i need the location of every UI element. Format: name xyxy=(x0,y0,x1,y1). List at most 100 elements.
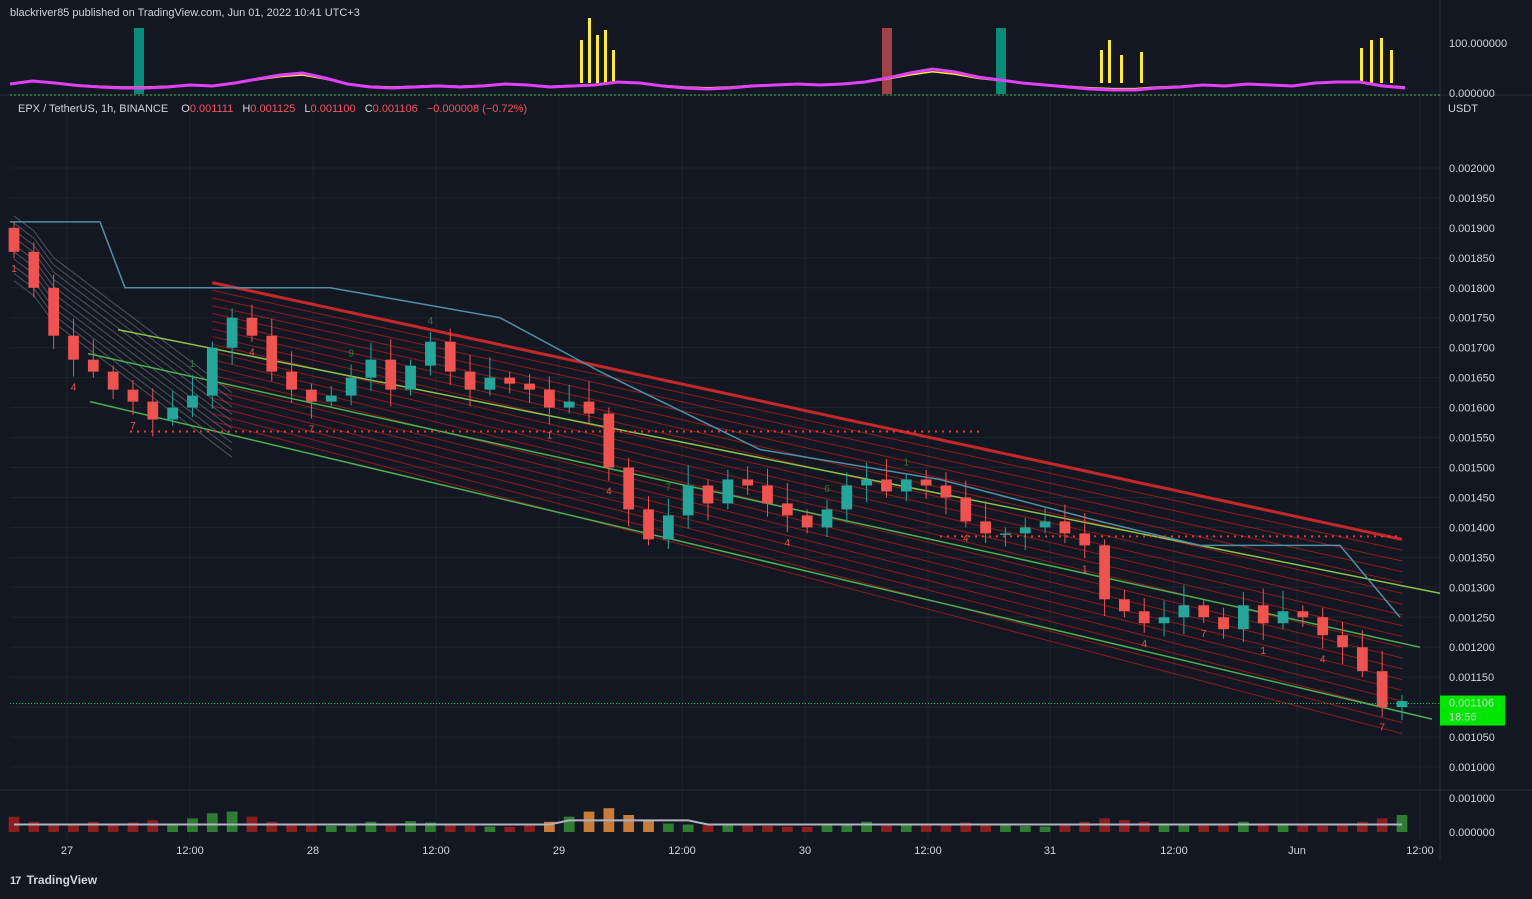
volume-bar xyxy=(662,823,674,832)
oscillator-spike-bar xyxy=(1140,52,1143,83)
volume-bar xyxy=(1138,821,1150,832)
price-tick-label: 0.001000 xyxy=(1449,762,1495,774)
ema-ribbon-line xyxy=(212,390,1403,691)
ema-ribbon-line xyxy=(212,405,1403,713)
ema-ribbon-line xyxy=(212,397,1403,702)
volume-bar xyxy=(48,825,60,832)
ema-ribbon-line xyxy=(212,420,1403,734)
oscillator-highlight-bar xyxy=(882,28,892,94)
ema-ribbon-line xyxy=(212,312,1403,583)
time-tick-label: 31 xyxy=(1044,845,1056,857)
oscillator-spike-bar xyxy=(596,35,599,83)
low-value: 0.001100 xyxy=(310,103,356,115)
oscillator-spike-bar xyxy=(1390,50,1393,83)
price-tick-label: 0.001400 xyxy=(1449,522,1495,534)
candle-body xyxy=(385,359,397,390)
candle-body xyxy=(1099,545,1110,600)
bar-countdown-label: 18:56 xyxy=(1449,712,1477,724)
open-label: O xyxy=(181,103,190,115)
ema-ribbon-line xyxy=(212,413,1403,724)
candle-body xyxy=(1257,605,1269,624)
oscillator-spike-bar xyxy=(1370,40,1373,83)
candle-body xyxy=(48,287,60,336)
gray-ribbon-line xyxy=(13,265,233,444)
oscillator-spike-bar xyxy=(580,40,583,83)
ohlc-legend: EPX / TetherUS, 1h, BINANCE O0.001111 H0… xyxy=(18,103,533,115)
volume-bar xyxy=(801,826,813,832)
chart-header: blackriver85 published on TradingView.co… xyxy=(0,0,1532,28)
oscillator-highlight-bar xyxy=(996,28,1006,94)
candle-body xyxy=(960,497,972,522)
gray-ribbon-line xyxy=(13,244,233,422)
volume-bar xyxy=(881,823,892,832)
sequential-count-label: 1 xyxy=(1260,646,1266,657)
oscillator-spike-bar xyxy=(612,50,615,83)
volume-bar xyxy=(1059,825,1071,832)
channel-line xyxy=(89,400,1433,720)
candle-body xyxy=(662,515,674,540)
volume-bar xyxy=(444,824,456,832)
price-tick-label: 0.001600 xyxy=(1449,403,1495,415)
sequential-count-label: 4 xyxy=(785,538,791,549)
candle-body xyxy=(306,389,317,402)
candle-body xyxy=(68,335,79,360)
candle-body xyxy=(643,509,654,540)
volume-bar xyxy=(702,825,714,832)
volume-bar xyxy=(484,826,496,832)
volume-bar xyxy=(87,821,99,832)
oscillator-spike-bar xyxy=(1380,38,1383,83)
oscillator-spike-bar xyxy=(1360,48,1363,83)
candle-body xyxy=(801,515,813,528)
candle-body xyxy=(1356,647,1368,672)
price-tick-label: 0.001300 xyxy=(1449,582,1495,594)
price-tick-label: 0.001850 xyxy=(1449,253,1495,265)
volume-bar xyxy=(1297,825,1309,832)
price-tick-label: 0.001200 xyxy=(1449,642,1495,654)
candle-body xyxy=(1277,611,1289,624)
candle-body xyxy=(563,401,575,408)
quote-currency-label: USDT xyxy=(1448,103,1478,115)
candle-body xyxy=(1178,605,1190,618)
volume-bar xyxy=(1337,823,1348,832)
candle-body xyxy=(266,335,278,372)
candle-body xyxy=(1376,671,1388,708)
candle-body xyxy=(405,365,416,390)
volume-bar xyxy=(1317,825,1329,832)
volume-bar xyxy=(1000,825,1011,832)
candle-body xyxy=(1218,617,1229,630)
volume-bar xyxy=(325,825,337,832)
volume-bar xyxy=(583,811,595,832)
channel-line xyxy=(87,352,1421,648)
sequential-count-label: 4 xyxy=(249,348,255,359)
time-tick-label: 30 xyxy=(799,845,811,857)
sequential-count-label: 7 xyxy=(1379,723,1385,734)
candle-body xyxy=(841,485,853,510)
volume-bar xyxy=(861,821,873,832)
candle-body xyxy=(504,377,516,384)
candle-body xyxy=(1000,533,1011,535)
oscillator-spike-bar xyxy=(588,18,591,83)
gray-ribbon-line xyxy=(13,215,233,393)
time-tick-label: 12:00 xyxy=(1406,845,1434,857)
candle-body xyxy=(940,485,952,498)
candle-body xyxy=(603,413,615,468)
candle-body xyxy=(425,341,436,366)
candle-body xyxy=(742,479,754,486)
volume-bar xyxy=(623,815,635,832)
volume-bar xyxy=(28,821,40,832)
tradingview-logo-icon: 17 xyxy=(10,875,21,887)
oscillator-spike-bar xyxy=(1108,40,1111,83)
candle-body xyxy=(345,377,357,396)
candle-body xyxy=(325,395,337,402)
volume-bar xyxy=(1277,824,1289,832)
volume-bar xyxy=(742,825,754,832)
candle-body xyxy=(206,347,218,396)
symbol-label[interactable]: EPX / TetherUS, 1h, BINANCE xyxy=(18,103,169,115)
sequential-count-label: 7 xyxy=(309,424,315,435)
close-value: 0.001106 xyxy=(372,103,418,115)
candle-body xyxy=(980,521,991,534)
time-tick-label: Jun xyxy=(1288,845,1306,857)
tradingview-footer[interactable]: 17 TradingView xyxy=(10,873,97,887)
volume-bar xyxy=(821,825,833,832)
